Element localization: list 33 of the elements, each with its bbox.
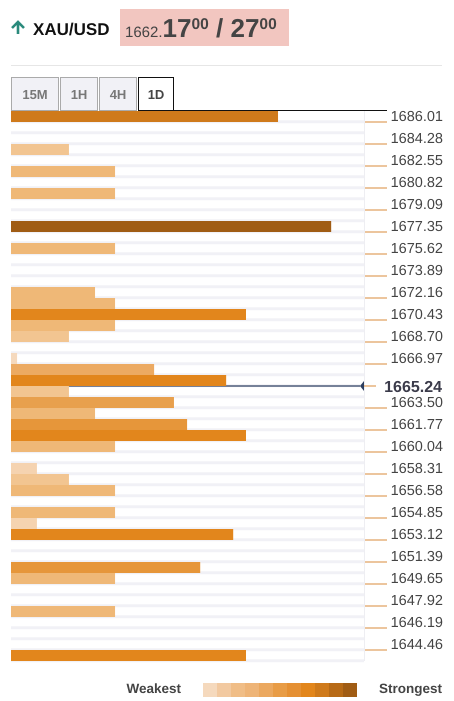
y-tick-label: 1670.43 xyxy=(390,307,443,323)
y-tick-label: 1661.77 xyxy=(390,417,443,433)
text: 4H xyxy=(110,87,126,102)
y-tick-label: 1649.65 xyxy=(390,571,443,587)
chart-subtitle: 1662.17$^{00}$ / 27$^{00}$ xyxy=(125,13,278,43)
y-tick-label: 1658.31 xyxy=(390,461,443,477)
y-tick-label: 1675.62 xyxy=(390,241,443,257)
y-tick-label: 1663.50 xyxy=(390,395,443,411)
y-tick-label: 1679.09 xyxy=(390,197,443,213)
y-tick-label: 1656.58 xyxy=(390,483,443,499)
y-tick-label: 1680.82 xyxy=(390,175,443,191)
y-tick-label: 1684.28 xyxy=(390,131,443,147)
y-tick-label: 1647.92 xyxy=(390,593,443,609)
y-tick-label: 1653.12 xyxy=(390,527,443,543)
y-tick-label: 1665.24 xyxy=(384,379,442,396)
y-tick-label: 1673.89 xyxy=(390,263,443,279)
text: 1D xyxy=(148,87,164,102)
y-tick-label: 1672.16 xyxy=(390,285,443,301)
y-tick-label: 1668.70 xyxy=(390,329,443,345)
y-tick-label: 1654.85 xyxy=(390,505,443,521)
y-tick-label: 1666.97 xyxy=(390,351,443,367)
y-tick-label: 1644.46 xyxy=(390,637,443,653)
text: 1H xyxy=(70,87,88,102)
y-tick-label: 1646.19 xyxy=(390,615,443,631)
text: 15M xyxy=(22,87,48,102)
y-tick-label: 1660.04 xyxy=(390,439,443,455)
y-tick-label: 1686.01 xyxy=(390,109,443,125)
y-tick-label: 1651.39 xyxy=(390,549,443,565)
y-tick-label: 1682.55 xyxy=(390,153,443,169)
text: Strongest xyxy=(378,681,442,696)
y-tick-label: 1677.35 xyxy=(390,219,443,235)
chart-title: XAU/USD xyxy=(33,20,110,39)
text: Weakest xyxy=(126,681,182,696)
